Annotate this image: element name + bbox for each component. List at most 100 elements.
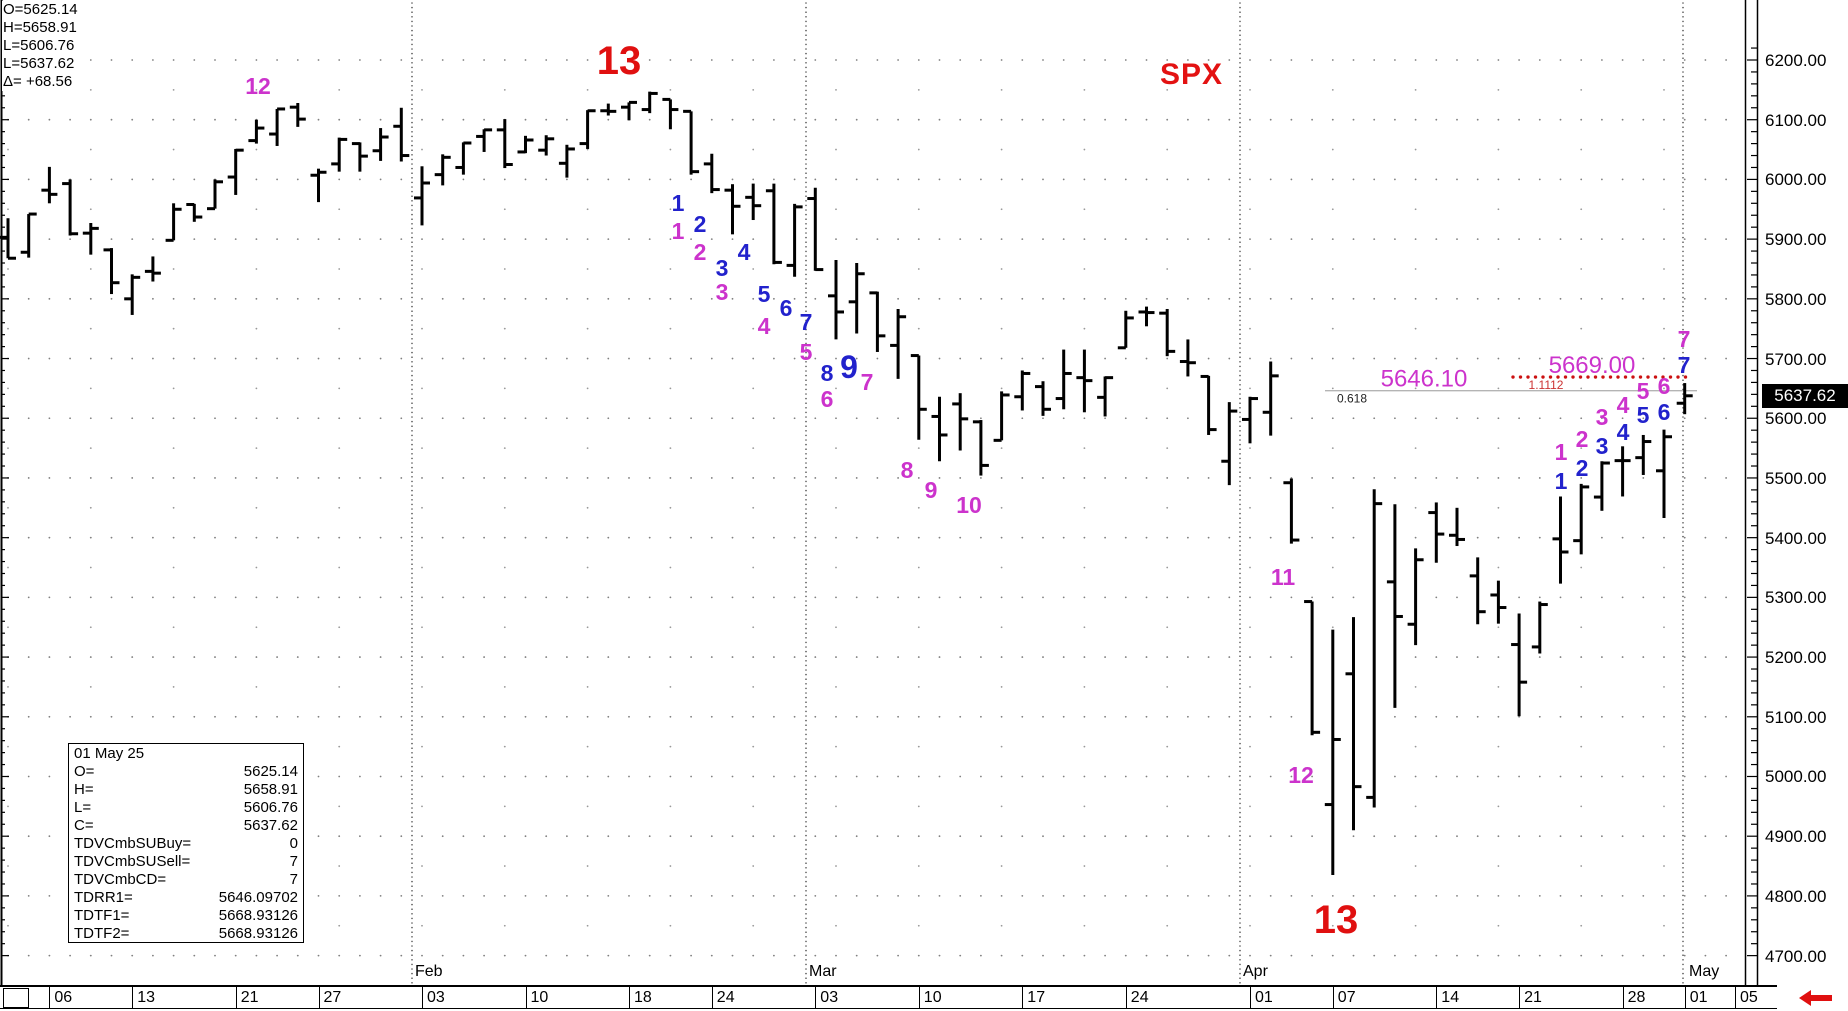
- month-gridline-dot: [1682, 89, 1684, 92]
- grid-dot: [628, 417, 630, 420]
- grid-dot: [1394, 59, 1396, 61]
- month-gridline-dot: [1682, 830, 1684, 832]
- grid-dot: [1621, 357, 1624, 360]
- grid-dot: [1228, 59, 1231, 61]
- month-gridline-dot: [1239, 821, 1241, 823]
- grid-dot: [773, 656, 775, 658]
- grid-dot: [855, 656, 858, 658]
- grid-dot: [793, 178, 796, 181]
- month-gridline-dot: [1682, 494, 1684, 497]
- month-gridline-dot: [1682, 540, 1684, 542]
- info-row-value: 5637.62: [243, 817, 298, 834]
- month-gridline-dot: [1239, 683, 1241, 685]
- grid-dot: [1311, 536, 1313, 539]
- grid-dot: [1083, 656, 1086, 658]
- month-gridline-dot: [411, 66, 413, 69]
- month-gridline-dot: [1682, 821, 1684, 823]
- grid-dot: [89, 656, 92, 658]
- grid-dot: [1683, 954, 1686, 957]
- grid-dot: [980, 715, 982, 718]
- grid-dot: [172, 596, 175, 599]
- month-gridline-dot: [1682, 683, 1684, 685]
- grid-dot: [1642, 895, 1645, 897]
- grid-dot: [586, 88, 589, 91]
- month-gridline-dot: [411, 489, 413, 492]
- grid-dot: [917, 178, 920, 181]
- grid-dot: [793, 715, 796, 718]
- month-gridline-dot: [1239, 908, 1241, 910]
- month-gridline-dot: [411, 825, 413, 828]
- grid-dot: [1228, 596, 1231, 599]
- month-gridline-dot: [805, 719, 807, 722]
- grid-dot: [1145, 954, 1148, 957]
- grid-dot: [1083, 148, 1086, 151]
- month-gridline-dot: [1239, 333, 1241, 336]
- grid-dot: [1269, 59, 1272, 61]
- grid-dot: [897, 238, 899, 241]
- grid-dot: [1145, 178, 1148, 181]
- month-gridline-dot: [1682, 448, 1684, 451]
- grid-dot: [1476, 59, 1479, 61]
- info-row-label: TDRR1=: [74, 889, 133, 906]
- grid-dot: [773, 895, 775, 897]
- grid-dot: [400, 715, 403, 718]
- grid-dot: [214, 238, 216, 241]
- grid-dot: [1021, 477, 1024, 479]
- grid-dot: [1062, 715, 1065, 718]
- grid-dot: [27, 477, 30, 479]
- info-row: TDTF1= 5668.93126: [74, 907, 298, 925]
- month-gridline-dot: [805, 742, 807, 745]
- month-gridline-dot: [1682, 305, 1684, 308]
- grid-dot: [545, 118, 548, 121]
- grid-dot: [1394, 178, 1396, 181]
- grid-dot: [648, 895, 651, 897]
- grid-dot: [1145, 357, 1148, 360]
- grid-dot: [566, 357, 568, 360]
- grid-dot: [1083, 417, 1086, 420]
- date-strip-corner-box[interactable]: [3, 988, 29, 1008]
- grid-dot: [1228, 238, 1231, 241]
- grid-dot: [1187, 536, 1189, 539]
- grid-dot: [524, 297, 527, 300]
- month-gridline-dot: [411, 862, 413, 864]
- grid-dot: [214, 417, 216, 420]
- grid-dot: [69, 596, 71, 599]
- grid-dot: [731, 477, 734, 479]
- month-gridline-dot: [805, 241, 807, 243]
- grid-dot: [669, 775, 672, 778]
- grid-dot: [669, 745, 672, 748]
- grid-dot: [545, 178, 548, 181]
- month-gridline-dot: [1239, 715, 1241, 717]
- grid-dot: [545, 596, 548, 599]
- grid-dot: [545, 954, 548, 957]
- grid-dot: [1497, 506, 1500, 509]
- month-gridline-dot: [1239, 577, 1241, 579]
- scroll-left-arrow-icon[interactable]: [1798, 988, 1834, 1011]
- month-gridline-dot: [411, 388, 413, 391]
- month-gridline-dot: [1239, 618, 1241, 621]
- grid-dot: [1290, 417, 1293, 420]
- grid-dot: [255, 327, 258, 330]
- grid-dot: [214, 59, 216, 61]
- month-gridline-dot: [411, 328, 413, 331]
- grid-dot: [483, 477, 485, 479]
- grid-dot: [959, 238, 962, 241]
- grid-dot: [1311, 477, 1313, 479]
- grid-dot: [462, 178, 465, 181]
- grid-dot: [607, 656, 610, 658]
- month-gridline-dot: [805, 154, 807, 156]
- month-gridline-dot: [411, 664, 413, 667]
- month-gridline-dot: [805, 913, 807, 915]
- month-gridline-dot: [411, 526, 413, 529]
- grid-dot: [835, 208, 837, 211]
- month-gridline-dot: [1682, 609, 1684, 611]
- month-gridline-dot: [805, 397, 807, 400]
- grid-dot: [545, 297, 548, 300]
- month-gridline-dot: [1682, 899, 1684, 901]
- grid-dot: [669, 238, 672, 241]
- grid-dot: [1476, 477, 1479, 479]
- grid-dot: [441, 895, 444, 897]
- grid-dot: [1331, 895, 1334, 897]
- month-gridline-dot: [1682, 213, 1684, 216]
